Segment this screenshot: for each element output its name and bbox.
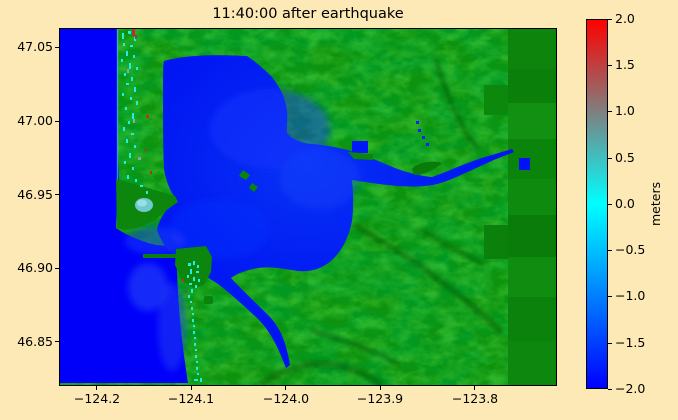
x-tick-label: −124.0 <box>262 391 310 406</box>
colorbar-tick-label: 0.5 <box>615 150 635 165</box>
x-tick <box>285 386 286 390</box>
colorbar-tick <box>608 296 612 297</box>
x-tick <box>191 386 192 390</box>
colorbar-tick <box>608 343 612 344</box>
y-tick-label: 46.85 <box>17 334 53 349</box>
y-tick-label: 47.05 <box>17 39 53 54</box>
x-tick <box>96 386 97 390</box>
x-tick-label: −123.8 <box>451 391 499 406</box>
colorbar-tick <box>608 19 612 20</box>
colorbar-tick <box>608 250 612 251</box>
colorbar-tick-label: 2.0 <box>615 11 635 26</box>
coarse-grid-band <box>484 29 556 385</box>
y-tick <box>55 47 59 48</box>
map-svg <box>60 29 556 388</box>
colorbar-tick-label: 0.0 <box>615 196 635 211</box>
valley-shading <box>257 58 505 388</box>
map-plot-area <box>59 28 557 388</box>
water-glow <box>125 89 360 371</box>
x-tick-label: −124.1 <box>167 391 215 406</box>
x-tick-label: −123.9 <box>356 391 404 406</box>
colorbar-axis-label: meters <box>648 181 663 227</box>
detached-water-cell <box>519 158 530 170</box>
colorbar-tick <box>608 389 612 390</box>
inundation-speckles <box>121 31 202 382</box>
colorbar-tick <box>608 204 612 205</box>
y-tick <box>55 121 59 122</box>
colorbar-tick-label: −2.0 <box>615 381 646 396</box>
y-tick-label: 47.00 <box>17 113 53 128</box>
colorbar-tick-label: −1.0 <box>615 288 646 303</box>
y-tick-label: 46.95 <box>17 187 53 202</box>
x-tick <box>380 386 381 390</box>
colorbar-gradient <box>586 19 608 389</box>
colorbar-tick <box>608 111 612 112</box>
colorbar-tick-label: 1.5 <box>615 57 635 72</box>
y-tick <box>55 341 59 342</box>
colorbar-tick-label: −0.5 <box>615 242 646 257</box>
y-tick <box>55 194 59 195</box>
red-spots <box>132 29 187 293</box>
colorbar-tick <box>608 158 612 159</box>
y-tick <box>55 268 59 269</box>
mixed-speckles <box>127 69 141 160</box>
colorbar-tick-label: 1.0 <box>615 103 635 118</box>
spit-lake <box>135 198 153 212</box>
colorbar-tick-label: −1.5 <box>615 335 646 350</box>
colorbar-tick <box>608 65 612 66</box>
plot-title: 11:40:00 after earthquake <box>212 6 404 22</box>
x-tick <box>474 386 475 390</box>
x-tick-label: −124.2 <box>73 391 121 406</box>
y-tick-label: 46.90 <box>17 260 53 275</box>
